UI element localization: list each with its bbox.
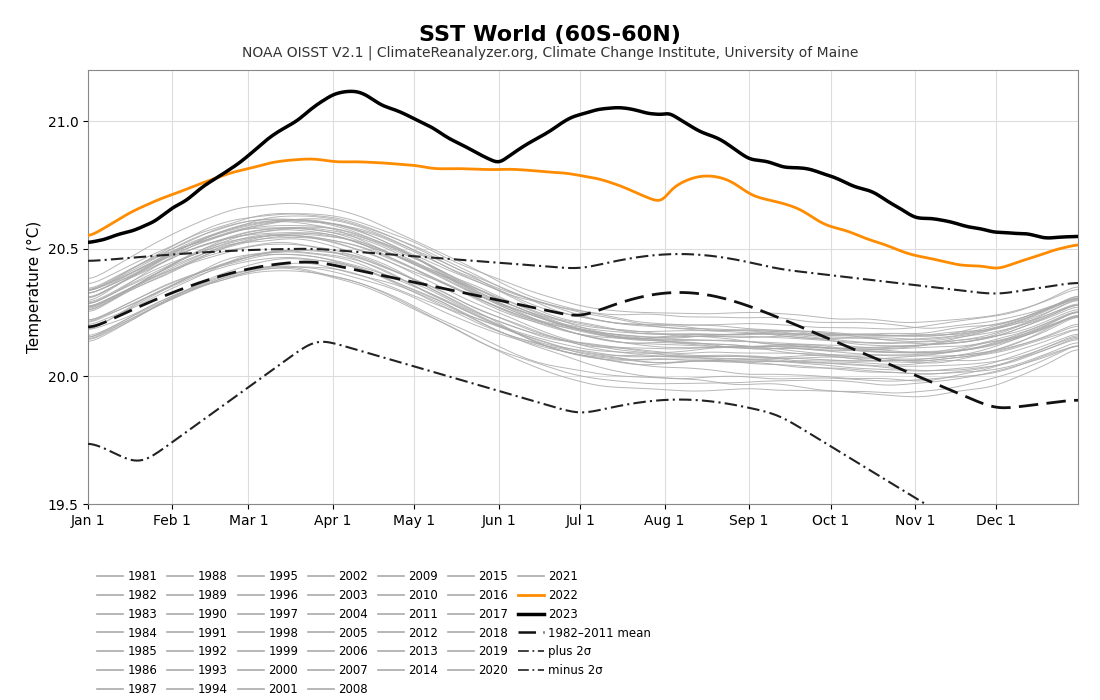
Legend: 1981, 1982, 1983, 1984, 1985, 1986, 1987, 1988, 1989, 1990, 1991, 1992, 1993, 19: 1981, 1982, 1983, 1984, 1985, 1986, 1987…: [94, 566, 654, 700]
Text: SST World (60S-60N): SST World (60S-60N): [419, 25, 681, 45]
Text: NOAA OISST V2.1 | ClimateReanalyzer.org, Climate Change Institute, University of: NOAA OISST V2.1 | ClimateReanalyzer.org,…: [242, 46, 858, 60]
Y-axis label: Temperature (°C): Temperature (°C): [26, 221, 42, 353]
